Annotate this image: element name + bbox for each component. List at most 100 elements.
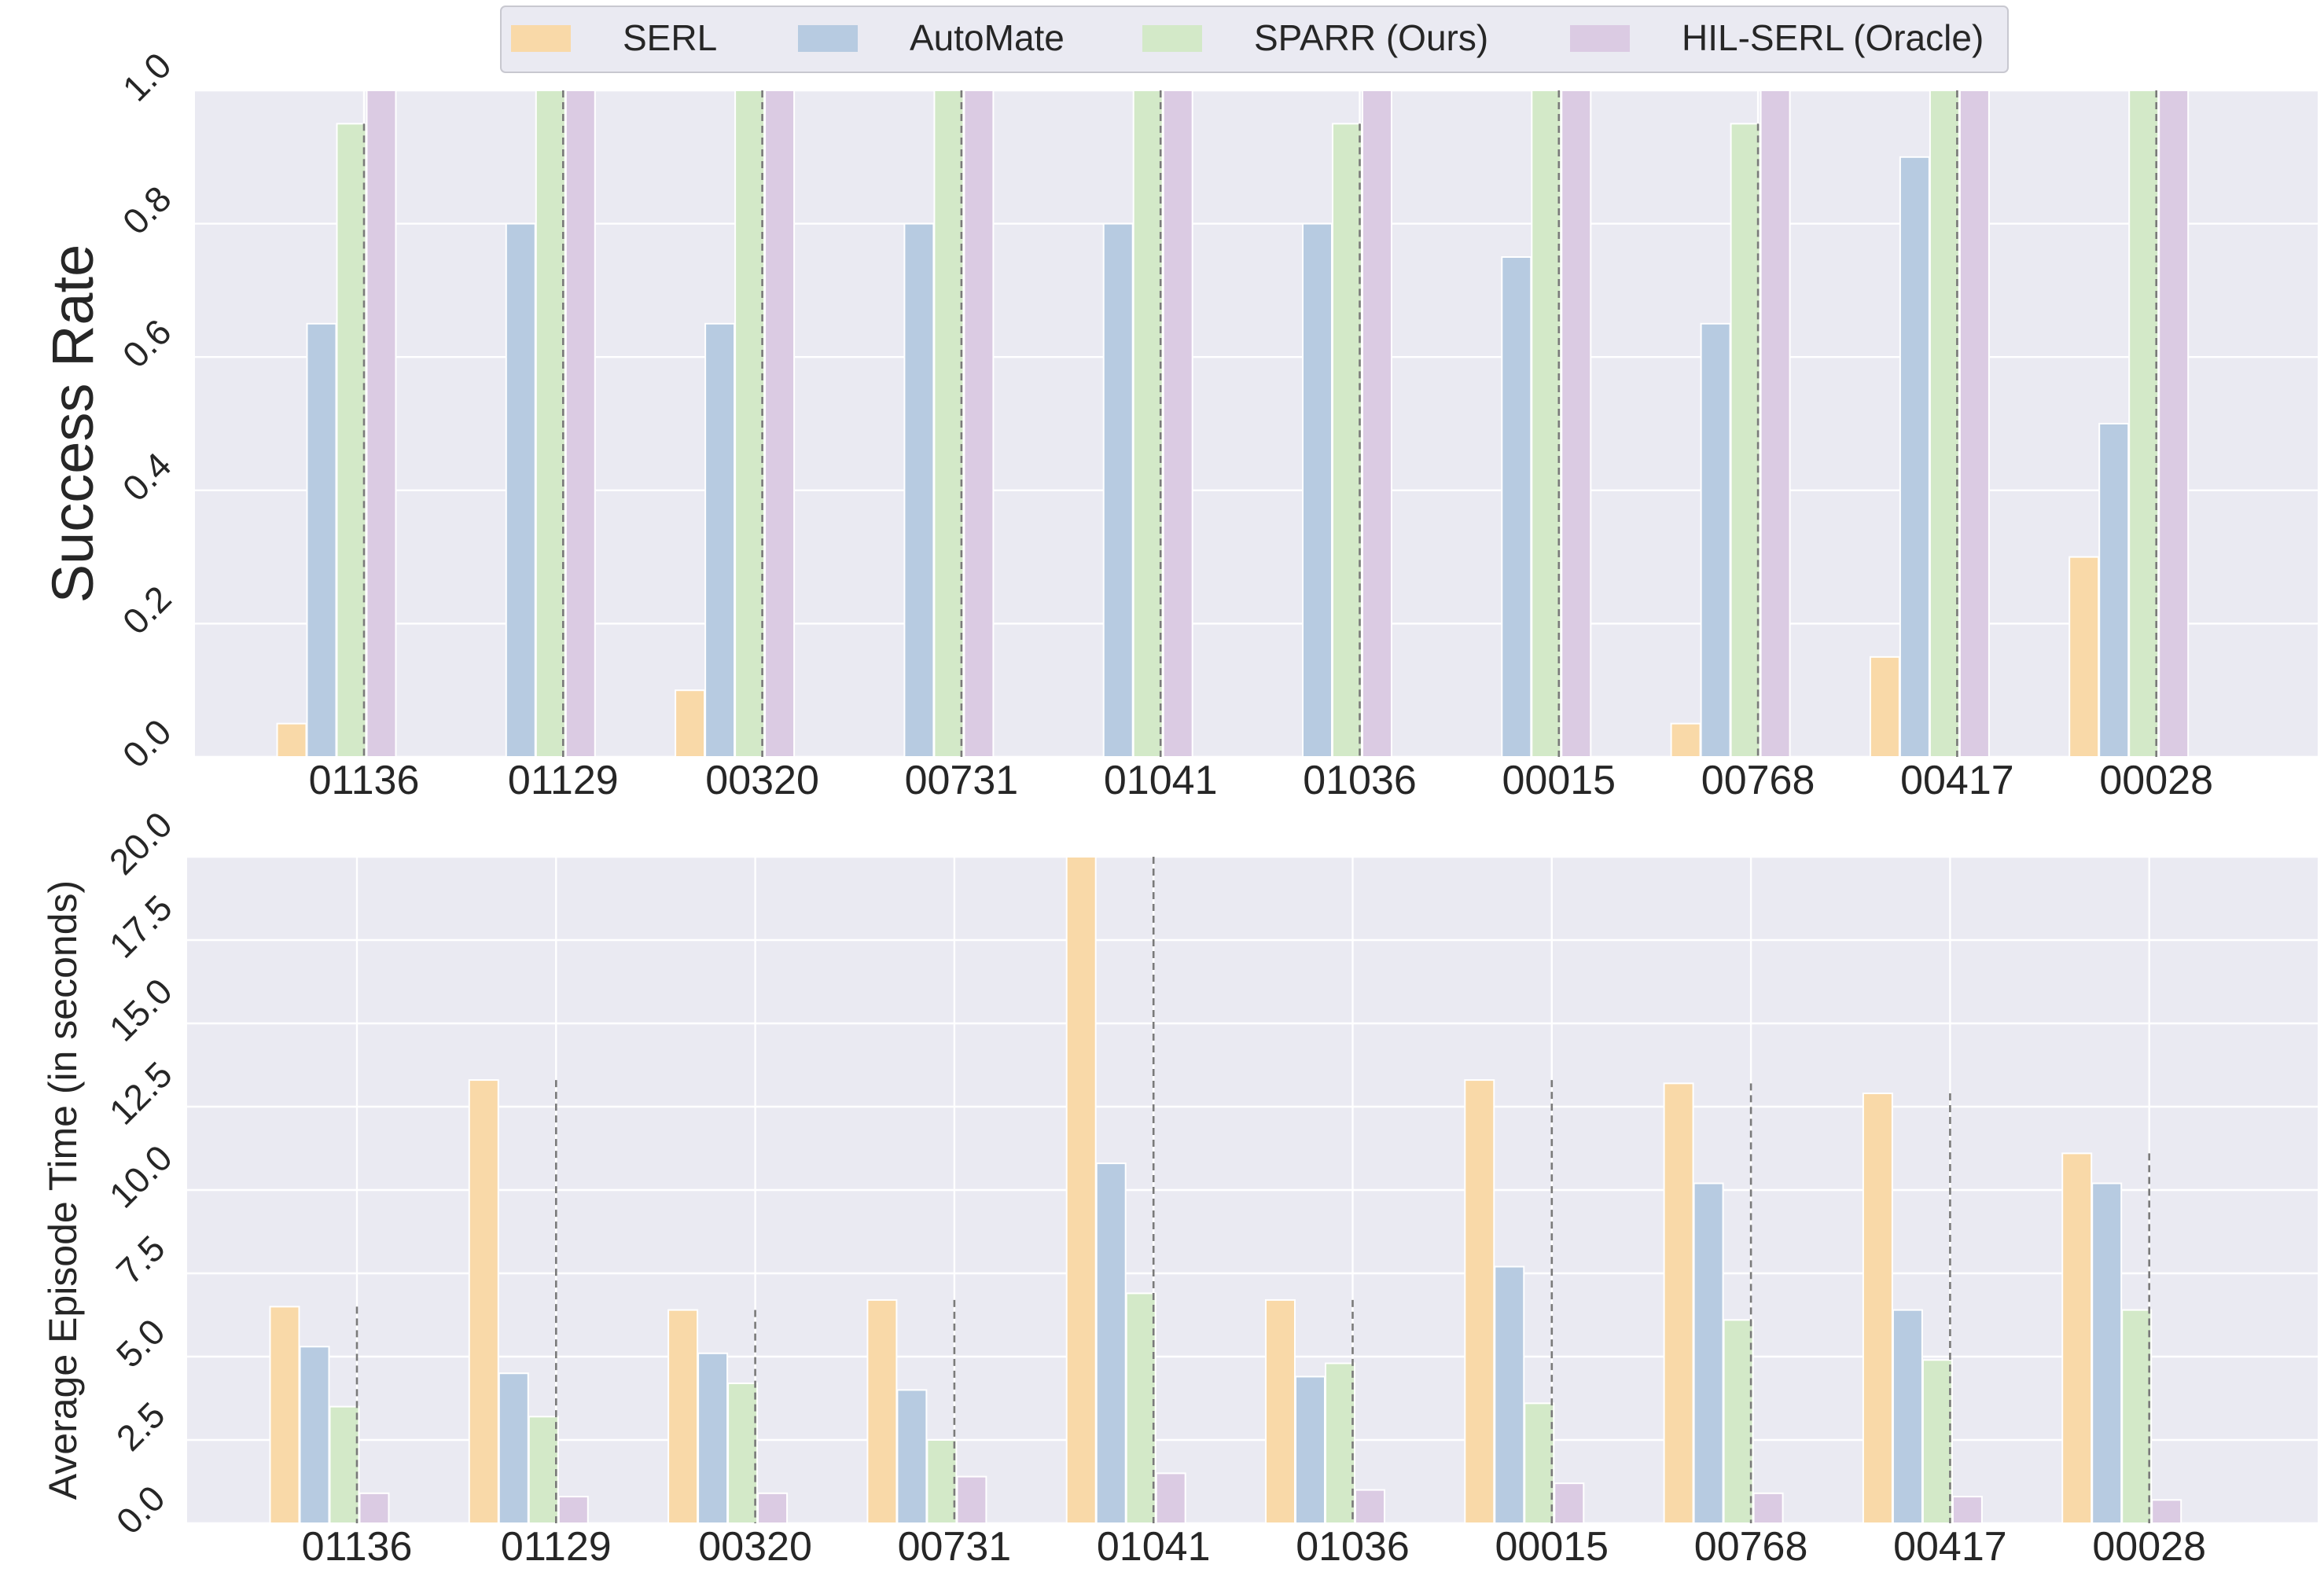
success-rate-bar-sparr-ours-01136	[336, 123, 367, 758]
success-rate-bar-automate-00417	[1899, 156, 1930, 758]
episode-time-y-tick-label: 12.5	[101, 1054, 180, 1133]
episode-time-bar-serl-01136	[269, 1306, 300, 1525]
success-rate-bar-hil-serl-oracle-01136	[366, 90, 397, 758]
legend-swatch-automate	[798, 25, 858, 52]
legend-box	[500, 6, 2009, 73]
success-rate-y-tick-label: 0.0	[115, 711, 179, 776]
episode-time-x-tick-label: 00015	[1495, 1524, 1609, 1570]
episode-time-y-tick-label: 17.5	[101, 887, 180, 966]
legend-swatch-sparr-ours	[1142, 25, 1202, 52]
success-rate-bar-serl-00320	[675, 689, 706, 758]
episode-time-y-tick-label: 5.0	[108, 1311, 173, 1376]
episode-time-bar-hil-serl-oracle-00320	[757, 1492, 789, 1524]
episode-time-bar-serl-00731	[866, 1298, 898, 1525]
episode-time-bar-automate-01129	[498, 1372, 529, 1524]
success-rate-bar-serl-00028	[2068, 556, 2100, 758]
episode-time-x-tick-label: 00768	[1694, 1524, 1808, 1570]
episode-time-x-tick-label: 00731	[898, 1524, 1012, 1570]
episode-time-bar-serl-01036	[1265, 1298, 1296, 1525]
success-rate-bar-automate-00320	[704, 322, 736, 758]
success-rate-bar-serl-00768	[1670, 722, 1701, 758]
episode-time-bar-automate-00417	[1892, 1309, 1923, 1524]
success-rate-bar-sparr-ours-00028	[2128, 90, 2160, 758]
episode-time-bar-sparr-ours-01136	[329, 1405, 360, 1524]
episode-time-x-tick-label: 01041	[1097, 1524, 1211, 1570]
episode-time-x-tick-label: 00320	[698, 1524, 812, 1570]
success-rate-y-tick-label: 0.8	[115, 178, 179, 242]
episode-time-bar-sparr-ours-00015	[1524, 1402, 1555, 1524]
episode-time-bar-hil-serl-oracle-01136	[359, 1492, 390, 1524]
success-rate-x-tick-label: 01129	[508, 758, 619, 803]
success-rate-x-tick-label: 01041	[1104, 758, 1218, 803]
success-rate-y-axis-title: Success Rate	[40, 244, 105, 604]
success-rate-bar-hil-serl-oracle-00028	[2158, 90, 2190, 758]
success-rate-x-tick-label: 00015	[1502, 758, 1616, 803]
success-rate-bar-serl-01136	[276, 722, 307, 758]
episode-time-x-tick-label: 01129	[501, 1524, 612, 1570]
success-rate-bar-automate-00015	[1501, 256, 1532, 758]
success-rate-bar-sparr-ours-01036	[1332, 123, 1362, 758]
success-rate-x-tick-label: 01136	[309, 758, 420, 803]
episode-time-y-tick-label: 10.0	[101, 1137, 180, 1216]
episode-time-x-tick-label: 00417	[1893, 1524, 2007, 1570]
success-rate-bar-automate-01129	[505, 222, 536, 758]
legend-label-hil-serl-oracle: HIL-SERL (Oracle)	[1682, 17, 1984, 58]
success-rate-bar-sparr-ours-00417	[1929, 90, 1960, 758]
success-rate-x-tick-label: 00320	[705, 758, 819, 803]
episode-time-y-tick-label: 15.0	[101, 971, 180, 1049]
success-rate-x-tick-label: 00731	[905, 758, 1019, 803]
episode-time-y-axis-title: Average Episode Time (in seconds)	[41, 880, 85, 1500]
episode-time-bar-automate-00731	[896, 1389, 928, 1525]
episode-time-bar-serl-00028	[2061, 1152, 2093, 1524]
success-rate-y-tick-label: 1.0	[115, 45, 179, 109]
success-rate-bar-hil-serl-oracle-00015	[1561, 90, 1592, 758]
episode-time-bar-automate-01036	[1295, 1376, 1326, 1524]
episode-time-bar-hil-serl-oracle-00768	[1752, 1492, 1784, 1524]
success-rate-bar-sparr-ours-01129	[535, 90, 566, 758]
episode-time-bar-hil-serl-oracle-01036	[1355, 1489, 1385, 1524]
episode-time-bar-automate-00768	[1693, 1182, 1724, 1525]
episode-time-y-tick-label: 7.5	[108, 1228, 173, 1292]
episode-time-bar-hil-serl-oracle-00015	[1554, 1482, 1585, 1524]
episode-time-bar-automate-00028	[2091, 1182, 2123, 1525]
success-rate-y-tick-label: 0.2	[115, 578, 179, 642]
success-rate-bar-automate-01136	[306, 322, 337, 758]
success-rate-bar-hil-serl-oracle-01041	[1162, 90, 1193, 758]
legend-label-sparr-ours: SPARR (Ours)	[1254, 17, 1488, 58]
success-rate-bar-hil-serl-oracle-01036	[1362, 90, 1392, 758]
legend: SERL AutoMate SPARR (Ours) HIL-SERL (Oracle…	[500, 6, 2009, 73]
success-rate-bar-sparr-ours-00015	[1531, 90, 1562, 758]
success-rate-bar-hil-serl-oracle-00320	[764, 90, 796, 758]
legend-label-automate: AutoMate	[910, 17, 1065, 58]
episode-time-bar-sparr-ours-00417	[1921, 1359, 1953, 1524]
success-rate-bar-automate-00731	[903, 222, 935, 758]
success-rate-bar-serl-00417	[1869, 656, 1900, 758]
episode-time-bar-serl-00320	[667, 1309, 699, 1524]
legend-label-serl: SERL	[623, 17, 717, 58]
success-rate-chart: 0.0 0.2 0.4 0.6 0.8 1.0 01136 01129 00320 00731 0…	[40, 45, 2318, 803]
legend-swatch-serl	[511, 25, 571, 52]
success-rate-bar-sparr-ours-00731	[933, 90, 965, 758]
success-rate-x-tick-label: 01036	[1303, 758, 1417, 803]
success-rate-bar-hil-serl-oracle-01129	[564, 90, 596, 758]
episode-time-chart: 0.0 2.5 5.0 7.5 10.012.515.017.520.0 01136 01…	[41, 804, 2318, 1570]
episode-time-bar-serl-01041	[1065, 856, 1097, 1524]
episode-time-x-tick-label: 01036	[1296, 1524, 1410, 1570]
success-rate-bar-sparr-ours-00768	[1730, 123, 1761, 758]
success-rate-bar-automate-00028	[2098, 423, 2130, 758]
episode-time-bar-serl-00417	[1862, 1093, 1893, 1525]
episode-time-bar-hil-serl-oracle-00731	[956, 1475, 987, 1525]
episode-time-bar-sparr-ours-00320	[727, 1382, 759, 1525]
episode-time-y-tick-label: 0.0	[108, 1478, 173, 1542]
episode-time-bar-sparr-ours-00028	[2121, 1309, 2153, 1524]
episode-time-bar-serl-01129	[468, 1079, 499, 1524]
success-rate-x-tick-label: 00768	[1701, 758, 1815, 803]
episode-time-bar-sparr-ours-01129	[528, 1416, 559, 1524]
episode-time-bar-sparr-ours-00768	[1723, 1319, 1754, 1524]
episode-time-bar-automate-01041	[1095, 1162, 1127, 1524]
episode-time-bar-serl-00768	[1663, 1082, 1694, 1524]
episode-time-y-tick-label: 2.5	[108, 1394, 173, 1459]
success-rate-bar-sparr-ours-01041	[1132, 90, 1164, 758]
success-rate-x-tick-label: 00417	[1900, 758, 2014, 803]
episode-time-y-tick-label: 20.0	[101, 804, 180, 883]
